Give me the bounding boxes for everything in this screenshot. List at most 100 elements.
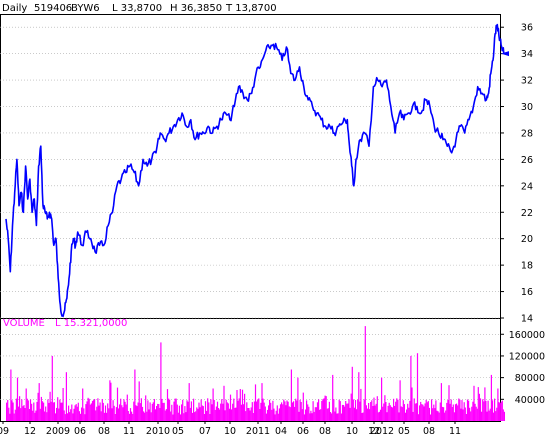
volume-bar bbox=[318, 399, 320, 421]
x-tick-label: 08 bbox=[423, 426, 435, 437]
volume-bar bbox=[156, 406, 158, 421]
price-tick-label: 16 bbox=[521, 287, 533, 298]
volume-bar bbox=[111, 408, 113, 421]
volume-bar bbox=[403, 404, 405, 421]
volume-bar bbox=[454, 404, 457, 421]
volume-bar bbox=[422, 404, 424, 421]
volume-bar bbox=[210, 399, 212, 421]
volume-bar bbox=[487, 400, 489, 421]
volume-bar bbox=[152, 402, 154, 421]
x-tick-label: 10 bbox=[224, 426, 236, 437]
volume-bar bbox=[14, 409, 16, 421]
volume-bar bbox=[288, 406, 290, 421]
volume-bar bbox=[127, 411, 129, 421]
volume-bar bbox=[99, 402, 101, 421]
volume-bar bbox=[466, 399, 469, 421]
volume-tick-label: 120000 bbox=[509, 351, 545, 362]
volume-bar bbox=[435, 400, 437, 421]
volume-bar bbox=[232, 403, 234, 421]
volume-bar bbox=[320, 409, 322, 421]
volume-bar bbox=[345, 401, 347, 421]
volume-bar bbox=[112, 400, 114, 421]
volume-bar bbox=[172, 414, 174, 421]
volume-bar bbox=[311, 413, 313, 421]
x-tick-label: 10 bbox=[346, 426, 358, 437]
volume-bar bbox=[252, 413, 254, 421]
volume-bar bbox=[190, 401, 192, 421]
volume-bar bbox=[13, 413, 15, 421]
volume-bar bbox=[225, 399, 227, 421]
volume-bar bbox=[144, 412, 146, 421]
volume-bar bbox=[398, 412, 400, 421]
volume-bar bbox=[347, 403, 349, 421]
volume-bar bbox=[256, 401, 258, 421]
volume-bar bbox=[478, 393, 480, 421]
volume-bar bbox=[328, 401, 330, 421]
volume-bar bbox=[377, 412, 379, 421]
volume-bar bbox=[145, 395, 147, 421]
volume-bar bbox=[322, 399, 324, 421]
volume-bar bbox=[57, 397, 59, 421]
volume-bar bbox=[73, 408, 75, 421]
volume-label: VOLUME bbox=[3, 318, 45, 329]
volume-bar bbox=[411, 387, 413, 421]
volume-bar bbox=[358, 372, 360, 421]
volume-bar bbox=[296, 400, 298, 421]
volume-bar bbox=[315, 407, 317, 421]
volume-bar bbox=[453, 412, 455, 421]
volume-bar bbox=[329, 412, 332, 421]
volume-bar bbox=[266, 409, 269, 421]
volume-y-axis: 160000 120000 80000 40000 bbox=[500, 330, 545, 406]
volume-bar bbox=[438, 412, 440, 421]
volume-bar bbox=[177, 412, 179, 421]
volume-bar bbox=[383, 403, 385, 421]
volume-bar bbox=[129, 408, 132, 421]
volume-bar bbox=[59, 399, 61, 421]
volume-bar bbox=[437, 411, 439, 421]
volume-bar bbox=[103, 412, 105, 421]
volume-bar bbox=[89, 404, 91, 421]
volume-bar bbox=[79, 413, 82, 421]
volume-bar bbox=[163, 402, 165, 421]
volume-bar bbox=[306, 400, 308, 421]
volume-bar bbox=[122, 407, 124, 421]
volume-bar bbox=[36, 401, 38, 421]
volume-bar bbox=[170, 411, 172, 421]
volume-bar bbox=[64, 414, 66, 421]
volume-bar bbox=[464, 407, 466, 421]
volume-bar bbox=[165, 409, 167, 421]
volume-bar bbox=[316, 402, 319, 421]
volume-bar bbox=[124, 401, 126, 421]
volume-bar bbox=[34, 412, 36, 421]
x-tick-label: 2010 bbox=[146, 426, 170, 437]
volume-bar bbox=[54, 413, 57, 421]
volume-bar bbox=[297, 377, 299, 421]
volume-bar bbox=[268, 405, 270, 421]
volume-bar bbox=[185, 412, 187, 421]
volume-bar bbox=[162, 402, 164, 421]
volume-bar bbox=[490, 374, 492, 421]
volume-bar bbox=[81, 407, 83, 421]
volume-bar bbox=[87, 397, 89, 421]
volume-bar bbox=[115, 407, 117, 421]
header-high: H 36,3850 bbox=[170, 3, 222, 14]
volume-bar bbox=[416, 353, 419, 421]
volume-bar bbox=[100, 411, 102, 421]
volume-bar bbox=[497, 388, 499, 421]
volume-bar bbox=[6, 402, 8, 421]
volume-bar bbox=[335, 407, 337, 421]
x-tick-label: 12 bbox=[368, 426, 380, 437]
volume-bar bbox=[101, 399, 103, 421]
volume-bar bbox=[238, 398, 240, 421]
volume-bar bbox=[249, 410, 251, 421]
volume-bar bbox=[434, 408, 436, 421]
volume-bar bbox=[356, 409, 358, 421]
volume-bar bbox=[234, 407, 236, 421]
volume-bar bbox=[485, 400, 487, 421]
volume-bar bbox=[223, 385, 225, 421]
volume-bar bbox=[135, 405, 137, 421]
volume-bar bbox=[206, 410, 208, 421]
volume-bar bbox=[336, 413, 338, 421]
volume-bar bbox=[319, 409, 321, 421]
